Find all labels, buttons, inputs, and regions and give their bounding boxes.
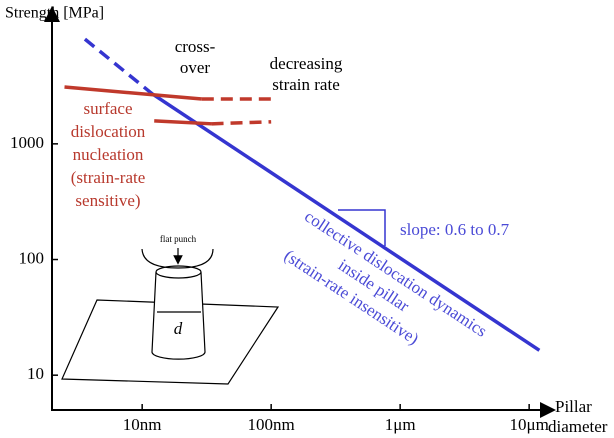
axes <box>44 6 556 418</box>
slope-triangle <box>338 209 386 246</box>
punch-label: flat punch <box>160 234 197 244</box>
d-label: d <box>174 319 183 338</box>
line <box>64 85 202 101</box>
annotation: strain rate <box>272 75 340 94</box>
y-tick-label: 1000 <box>10 133 44 152</box>
x-tick-label: 10μm <box>509 415 548 434</box>
annotation: (strain-rate <box>71 168 146 187</box>
line <box>211 120 272 126</box>
inset-diagram <box>61 248 280 385</box>
line <box>83 37 154 96</box>
x-tick-label: 1μm <box>385 415 416 434</box>
x-tick-label: 10nm <box>123 415 162 434</box>
y-axis-label: Strength [MPa] <box>5 5 104 22</box>
line <box>154 119 212 126</box>
annotation: surface <box>83 99 132 118</box>
annotation: slope: 0.6 to 0.7 <box>400 220 510 239</box>
x-tick-label: 100nm <box>248 415 295 434</box>
pillar-top <box>155 265 202 279</box>
punch <box>141 248 214 269</box>
pillar <box>151 271 206 360</box>
x-axis-label: Pillar <box>555 397 592 416</box>
annotation: cross- <box>175 37 216 56</box>
annotation: nucleation <box>73 145 144 164</box>
annotation: sensitive) <box>75 191 140 210</box>
line <box>151 92 541 352</box>
slope-marker <box>338 209 386 246</box>
annotation: decreasing <box>270 54 343 73</box>
annotation: over <box>180 58 211 77</box>
annotation: dislocation <box>71 122 146 141</box>
y-tick-label: 100 <box>19 248 45 267</box>
x-axis-label: diameter <box>548 417 608 436</box>
y-tick-label: 10 <box>27 364 44 383</box>
